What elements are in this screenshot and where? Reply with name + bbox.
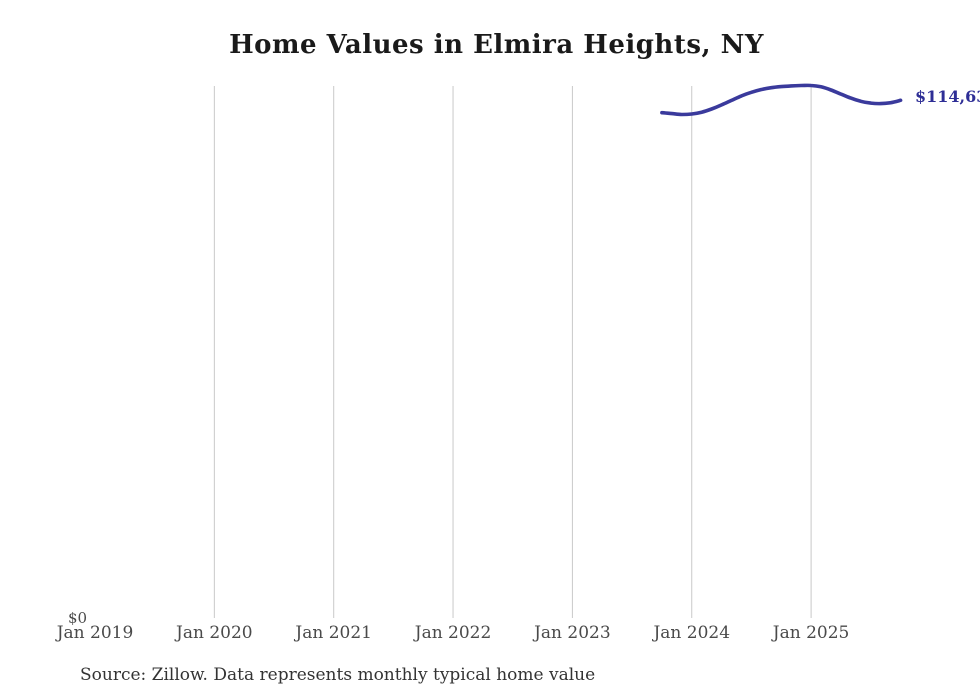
x-tick-label: Jan 2023 xyxy=(534,623,611,643)
x-tick-label: Jan 2024 xyxy=(653,623,731,643)
x-tick-label: Jan 2019 xyxy=(56,623,134,643)
x-tick-label: Jan 2021 xyxy=(295,623,372,643)
end-value-label: $114,633 xyxy=(915,87,980,106)
x-tick-label: Jan 2022 xyxy=(414,623,492,643)
x-tick-label: Jan 2025 xyxy=(772,623,850,643)
source-note: Source: Zillow. Data represents monthly … xyxy=(80,665,596,685)
chart-title: Home Values in Elmira Heights, NY xyxy=(229,30,764,60)
x-tick-label: Jan 2020 xyxy=(176,623,253,643)
y-axis-zero-label: $0 xyxy=(68,609,88,627)
home-value-line xyxy=(660,83,903,117)
